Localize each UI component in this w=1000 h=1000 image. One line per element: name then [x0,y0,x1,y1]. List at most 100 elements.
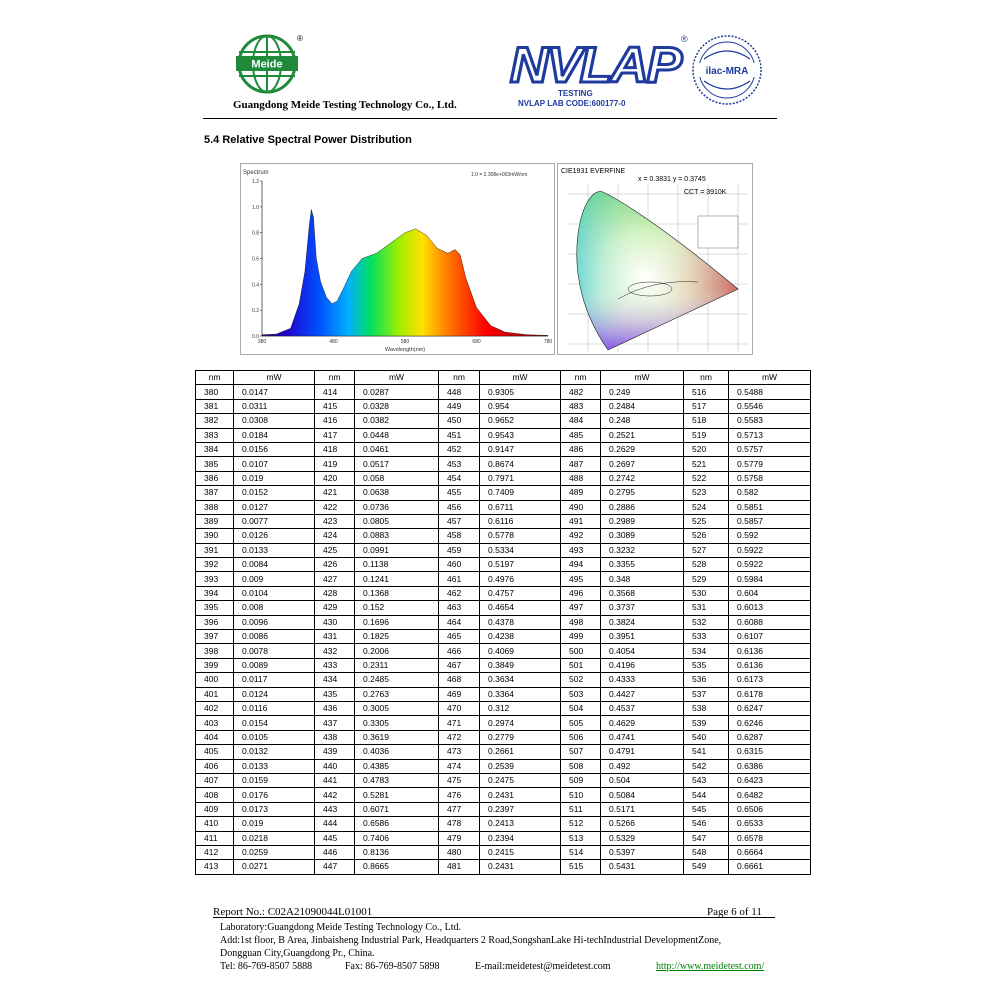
cell-power: 0.7409 [479,485,561,501]
footer-tel: Tel: 86-769-8507 5888 [220,961,313,972]
table-row: 405 0.0132 439 0.4036 473 0.2661 507 0.4791 541 0… [195,744,811,760]
cell-wavelength: 428 [314,585,355,602]
nvlap-registered-mark: ® [681,34,688,44]
cell-wavelength: 443 [314,801,355,818]
cell-wavelength: 512 [560,816,601,832]
footer-website-link[interactable]: http://www.meidetest.com/ [656,961,765,972]
cell-power: 0.3364 [479,686,561,702]
cell-wavelength: 399 [195,657,234,674]
cell-power: 0.4537 [600,700,684,717]
cell-wavelength: 447 [314,859,355,875]
spectrum-xtick-label: 680 [472,339,481,345]
cell-wavelength: 406 [195,758,234,774]
cell-power: 0.0126 [233,528,315,544]
cell-wavelength: 402 [195,700,234,717]
cell-wavelength: 490 [560,499,601,515]
cell-wavelength: 440 [314,758,355,774]
company-name: Guangdong Meide Testing Technology Co., … [233,99,457,111]
cell-wavelength: 482 [560,384,601,400]
cell-wavelength: 452 [438,441,480,458]
cell-power: 0.248 [600,413,684,429]
footer-address-line2: Dongguan City,Guangdong Pr., China. [220,948,375,959]
cell-power: 0.7406 [354,830,439,846]
cie-title: CIE1931 EVERFINE [561,168,626,175]
cell-wavelength: 392 [195,557,234,573]
cell-power: 0.2989 [600,513,684,530]
cell-power: 0.6661 [728,859,811,875]
cell-wavelength: 526 [683,528,729,544]
cell-wavelength: 393 [195,571,234,587]
cell-wavelength: 412 [195,844,234,861]
table-row: 410 0.019 444 0.6586 478 0.2413 512 0.5266 546 0.… [195,816,811,832]
cell-power: 0.058 [354,470,439,487]
cell-power: 0.0287 [354,384,439,400]
table-row: 408 0.0176 442 0.5281 476 0.2431 510 0.5084 544 0… [195,787,811,803]
cell-wavelength: 405 [195,744,234,760]
cell-power: 0.019 [233,470,315,487]
cell-power: 0.5431 [600,859,684,875]
table-row: 388 0.0127 422 0.0736 456 0.6711 490 0.2886 524 0… [195,499,811,515]
cell-power: 0.2394 [479,830,561,846]
cell-power: 0.2886 [600,499,684,515]
cell-power: 0.5779 [728,456,811,472]
cell-wavelength: 515 [560,859,601,875]
table-row: 407 0.0159 441 0.4783 475 0.2475 509 0.504 543 0.… [195,772,811,789]
cell-wavelength: 532 [683,614,729,631]
cell-wavelength: 429 [314,600,355,616]
spectrum-title: Spectrum [243,170,269,176]
cell-power: 0.4976 [479,571,561,587]
cell-power: 0.5171 [600,801,684,818]
cell-power: 0.6013 [728,600,811,616]
cell-wavelength: 431 [314,629,355,645]
footer-address-line1: Add:1st floor, B Area, Jinbaisheng Indus… [220,935,722,946]
cell-wavelength: 467 [438,657,480,674]
column-header-mw: mW [233,369,315,386]
table-row: 404 0.0105 438 0.3619 472 0.2779 506 0.4741 540 0… [195,729,811,746]
spectrum-ytick-label: 0.2 [252,308,259,314]
cell-power: 0.8674 [479,456,561,472]
cell-power: 0.5329 [600,830,684,846]
cell-power: 0.504 [600,772,684,789]
table-row: 382 0.0308 416 0.0382 450 0.9652 484 0.248 518 0.… [195,413,811,429]
cie-coordinates: x = 0.3831 y = 0.3745 [638,176,706,183]
nvlap-wordmark: NVLAP [510,37,683,93]
cell-power: 0.0736 [354,499,439,515]
spectrum-ytick-label: 1.0 [252,205,259,211]
cell-power: 0.8136 [354,844,439,861]
cell-wavelength: 484 [560,413,601,429]
cell-wavelength: 385 [195,456,234,472]
cell-wavelength: 404 [195,729,234,746]
cell-power: 0.5084 [600,787,684,803]
cell-wavelength: 513 [560,830,601,846]
table-row: 387 0.0152 421 0.0638 455 0.7409 489 0.2795 523 0… [195,485,811,501]
cell-power: 0.0086 [233,629,315,645]
cell-wavelength: 394 [195,585,234,602]
column-header-nm: nm [560,369,601,386]
cell-power: 0.4791 [600,744,684,760]
meide-logo: Meide ® [236,34,303,94]
table-row: 389 0.0077 423 0.0805 457 0.6116 491 0.2989 525 0… [195,513,811,530]
cell-wavelength: 437 [314,715,355,731]
cell-wavelength: 495 [560,571,601,587]
spectrum-ytick-label: 1.2 [252,179,259,185]
cell-power: 0.1368 [354,585,439,602]
spectrum-figure: Spectrum 1.0 = 2.308e+003mW/nm 0.0 0.2 0.4… [240,163,555,355]
cell-wavelength: 430 [314,614,355,631]
cell-wavelength: 541 [683,744,729,760]
cell-wavelength: 471 [438,715,480,731]
footer-email: E-mail:meidetest@meidetest.com [475,961,611,972]
cell-power: 0.1825 [354,629,439,645]
cell-power: 0.3619 [354,729,439,746]
cell-power: 0.6116 [479,513,561,530]
cell-wavelength: 423 [314,513,355,530]
cell-wavelength: 415 [314,398,355,415]
cell-power: 0.0117 [233,672,315,688]
cell-wavelength: 416 [314,413,355,429]
cell-power: 0.0218 [233,830,315,846]
cell-power: 0.1696 [354,614,439,631]
cell-power: 0.0461 [354,441,439,458]
cell-wavelength: 511 [560,801,601,818]
cell-power: 0.5281 [354,787,439,803]
cell-wavelength: 426 [314,557,355,573]
cell-wavelength: 433 [314,657,355,674]
